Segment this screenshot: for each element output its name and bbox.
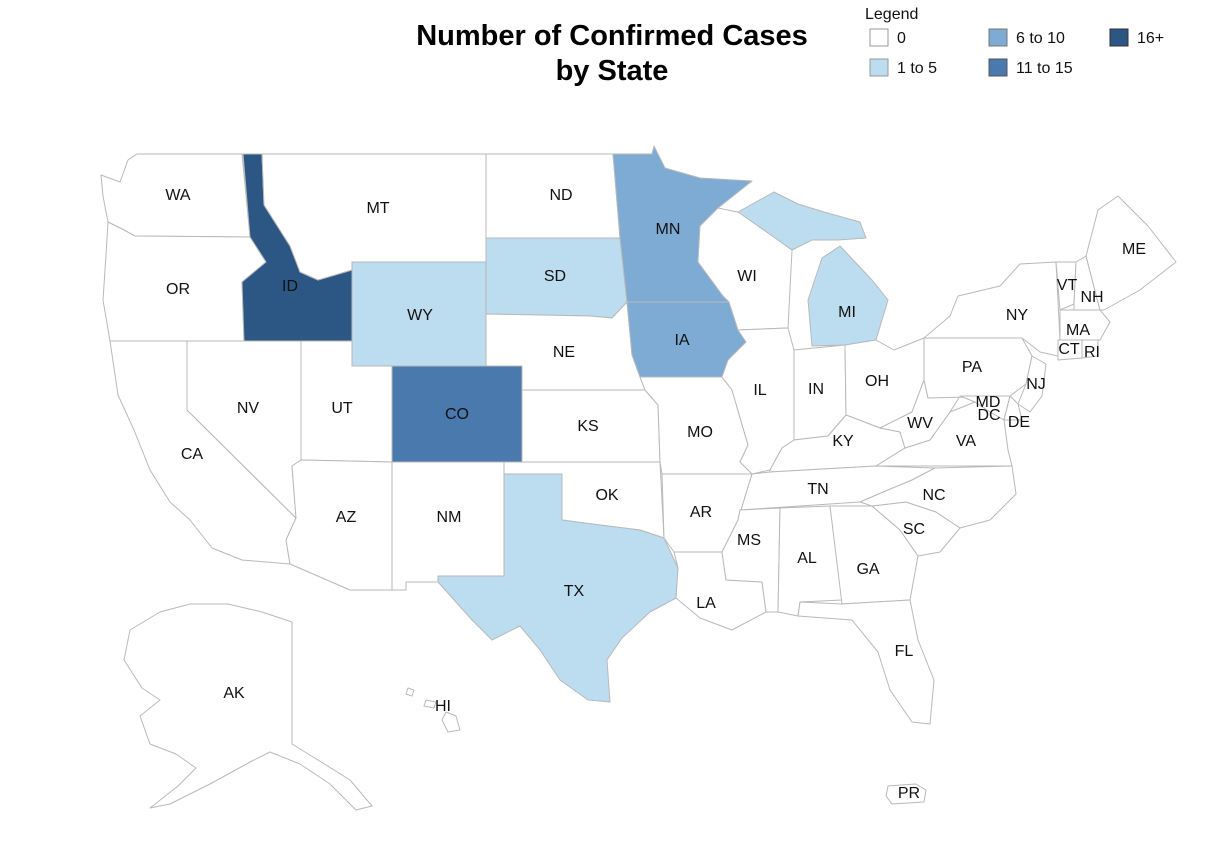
state-label-DC: DC xyxy=(977,407,1000,424)
state-label-MA: MA xyxy=(1066,322,1090,339)
legend-swatch-0 xyxy=(869,28,889,47)
state-AK xyxy=(123,603,373,811)
state-label-ND: ND xyxy=(549,187,572,204)
states-layer xyxy=(100,145,1177,811)
state-label-PR: PR xyxy=(898,785,920,802)
state-label-AR: AR xyxy=(690,504,712,521)
state-label-IN: IN xyxy=(808,381,824,398)
state-label-OH: OH xyxy=(865,373,889,390)
state-label-WV: WV xyxy=(907,415,933,432)
map-title-line1: Number of Confirmed Cases xyxy=(416,20,808,52)
legend-swatch-1 xyxy=(869,58,889,77)
state-label-SD: SD xyxy=(544,268,566,285)
state-RI xyxy=(1081,339,1099,359)
state-label-WI: WI xyxy=(737,268,757,285)
state-DE xyxy=(1003,395,1023,421)
state-label-AL: AL xyxy=(797,550,817,567)
state-label-NV: NV xyxy=(237,400,260,417)
state-label-ID: ID xyxy=(282,278,298,295)
state-NC xyxy=(859,465,1017,529)
map-title-line2: by State xyxy=(556,55,669,87)
state-MI-upper xyxy=(737,191,867,251)
state-TX xyxy=(437,473,679,703)
state-label-WA: WA xyxy=(165,187,191,204)
state-label-OK: OK xyxy=(595,487,618,504)
state-MA xyxy=(1059,309,1111,341)
state-label-MT: MT xyxy=(366,200,389,217)
state-MD xyxy=(959,395,1011,421)
state-label-MS: MS xyxy=(737,532,761,549)
state-label-CT: CT xyxy=(1058,341,1080,358)
state-label-IL: IL xyxy=(753,382,766,399)
state-label-TX: TX xyxy=(564,583,585,600)
state-label-VA: VA xyxy=(956,433,976,450)
state-label-GA: GA xyxy=(856,561,879,578)
legend-swatch-2 xyxy=(988,28,1008,47)
state-label-KS: KS xyxy=(577,418,598,435)
state-label-OR: OR xyxy=(166,281,190,298)
legend: Legend 0 1 to 5 6 to 10 11 to 15 16+ xyxy=(865,6,1164,77)
legend-label-0: 0 xyxy=(897,30,906,47)
state-label-IA: IA xyxy=(674,332,689,349)
state-label-DE: DE xyxy=(1008,414,1030,431)
state-label-AZ: AZ xyxy=(336,509,357,526)
state-labels: WA OR CA ID NV UT AZ MT WY CO NM ND SD N… xyxy=(165,187,1146,802)
state-label-CO: CO xyxy=(445,406,469,423)
legend-swatch-3 xyxy=(988,58,1008,77)
state-label-AK: AK xyxy=(223,685,245,702)
state-label-HI: HI xyxy=(435,698,451,715)
state-label-UT: UT xyxy=(331,400,353,417)
state-label-CA: CA xyxy=(181,446,204,463)
state-WV xyxy=(879,379,961,449)
state-label-TN: TN xyxy=(807,481,828,498)
state-PR xyxy=(885,783,927,805)
legend-title: Legend xyxy=(865,6,918,23)
state-label-KY: KY xyxy=(832,433,854,450)
state-label-NE: NE xyxy=(553,344,575,361)
state-label-WY: WY xyxy=(407,307,433,324)
state-label-NJ: NJ xyxy=(1026,376,1046,393)
state-MS xyxy=(721,507,781,613)
state-label-NH: NH xyxy=(1080,289,1103,306)
state-label-SC: SC xyxy=(903,521,925,538)
state-label-MD: MD xyxy=(976,394,1001,411)
state-label-VT: VT xyxy=(1057,277,1078,294)
state-FL xyxy=(797,599,935,725)
state-MI xyxy=(807,245,889,347)
state-label-MO: MO xyxy=(687,424,713,441)
state-label-LA: LA xyxy=(696,595,716,612)
state-label-NM: NM xyxy=(437,509,462,526)
state-label-MI: MI xyxy=(838,304,856,321)
state-label-PA: PA xyxy=(962,359,982,376)
state-label-ME: ME xyxy=(1122,241,1146,258)
state-label-MN: MN xyxy=(656,221,681,238)
legend-label-2: 6 to 10 xyxy=(1016,30,1065,47)
state-label-RI: RI xyxy=(1084,344,1100,361)
legend-swatch-4 xyxy=(1109,28,1129,47)
state-label-NC: NC xyxy=(922,487,945,504)
state-HI xyxy=(405,687,461,733)
legend-label-1: 1 to 5 xyxy=(897,60,937,77)
state-label-NY: NY xyxy=(1006,307,1029,324)
state-PA xyxy=(923,337,1033,399)
legend-label-3: 11 to 15 xyxy=(1016,60,1073,77)
state-label-FL: FL xyxy=(895,643,914,660)
legend-label-4: 16+ xyxy=(1137,30,1164,47)
state-ME xyxy=(1085,195,1177,311)
